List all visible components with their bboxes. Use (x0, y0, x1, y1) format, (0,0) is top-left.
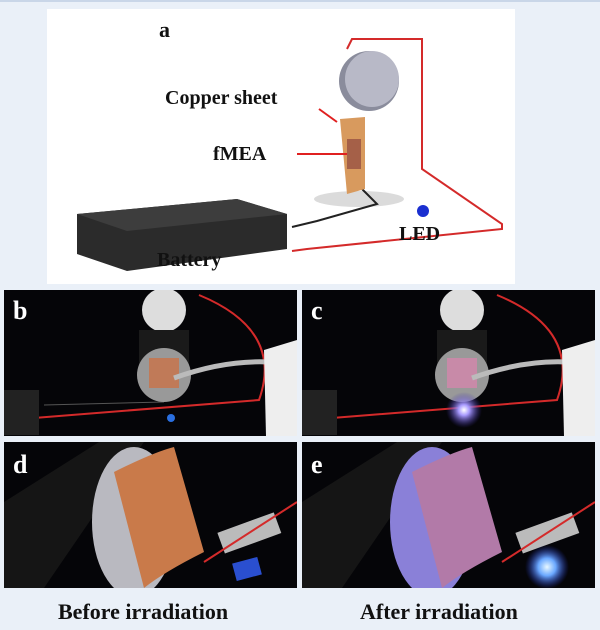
label-fmea: fMEA (213, 143, 267, 165)
circuit-illustration (77, 38, 503, 271)
photo-c-after: c (302, 290, 595, 436)
photo-b-before: b (4, 290, 297, 436)
panel-label-a: a (159, 17, 170, 42)
photo-e-after: e (302, 442, 595, 588)
panel-label-d: d (13, 450, 28, 479)
label-battery: Battery (157, 249, 222, 271)
panel-label-c: c (311, 296, 323, 325)
red-wire (291, 38, 503, 252)
led-dot (417, 205, 429, 217)
copper-film (114, 447, 204, 588)
led-glow (525, 545, 569, 588)
black-wire (291, 188, 379, 228)
caption-before: Before irradiation (58, 599, 229, 624)
photo-d-before: d (4, 442, 297, 588)
schematic-panel-a: a Copper sheet fMEA LED Battery (47, 9, 515, 284)
label-led: LED (399, 223, 441, 245)
caption-after: After irradiation (360, 599, 518, 624)
panel-label-b: b (13, 296, 28, 325)
led-glow (446, 392, 482, 428)
panel-label-e: e (311, 450, 323, 479)
label-copper-sheet: Copper sheet (165, 87, 278, 109)
